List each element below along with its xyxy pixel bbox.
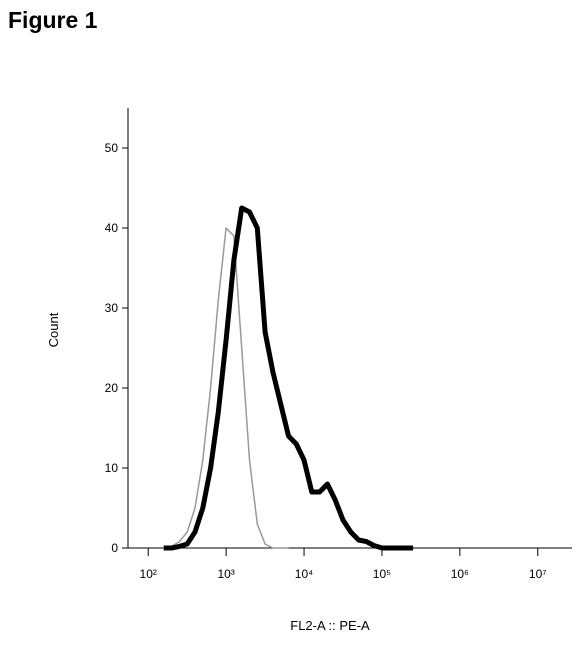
y-tick-label: 50 bbox=[105, 141, 119, 155]
y-tick-label: 20 bbox=[105, 381, 119, 395]
figure-title: Figure 1 bbox=[8, 7, 98, 33]
x-tick-label: 10⁵ bbox=[373, 567, 391, 581]
y-tick-label: 30 bbox=[105, 301, 119, 315]
x-tick-label: 10² bbox=[140, 567, 157, 581]
y-tick-label: 0 bbox=[111, 541, 118, 555]
x-tick-label: 10⁷ bbox=[529, 567, 547, 581]
x-axis-label: FL2-A :: PE-A bbox=[290, 618, 370, 633]
x-tick-label: 10³ bbox=[217, 567, 234, 581]
histogram-line bbox=[163, 227, 289, 549]
y-tick-label: 40 bbox=[105, 221, 119, 235]
y-axis-label: Count bbox=[46, 312, 61, 347]
y-tick-label: 10 bbox=[105, 461, 119, 475]
x-tick-label: 10⁶ bbox=[451, 567, 469, 581]
x-tick-label: 10⁴ bbox=[295, 567, 314, 581]
histogram-line bbox=[163, 205, 414, 551]
